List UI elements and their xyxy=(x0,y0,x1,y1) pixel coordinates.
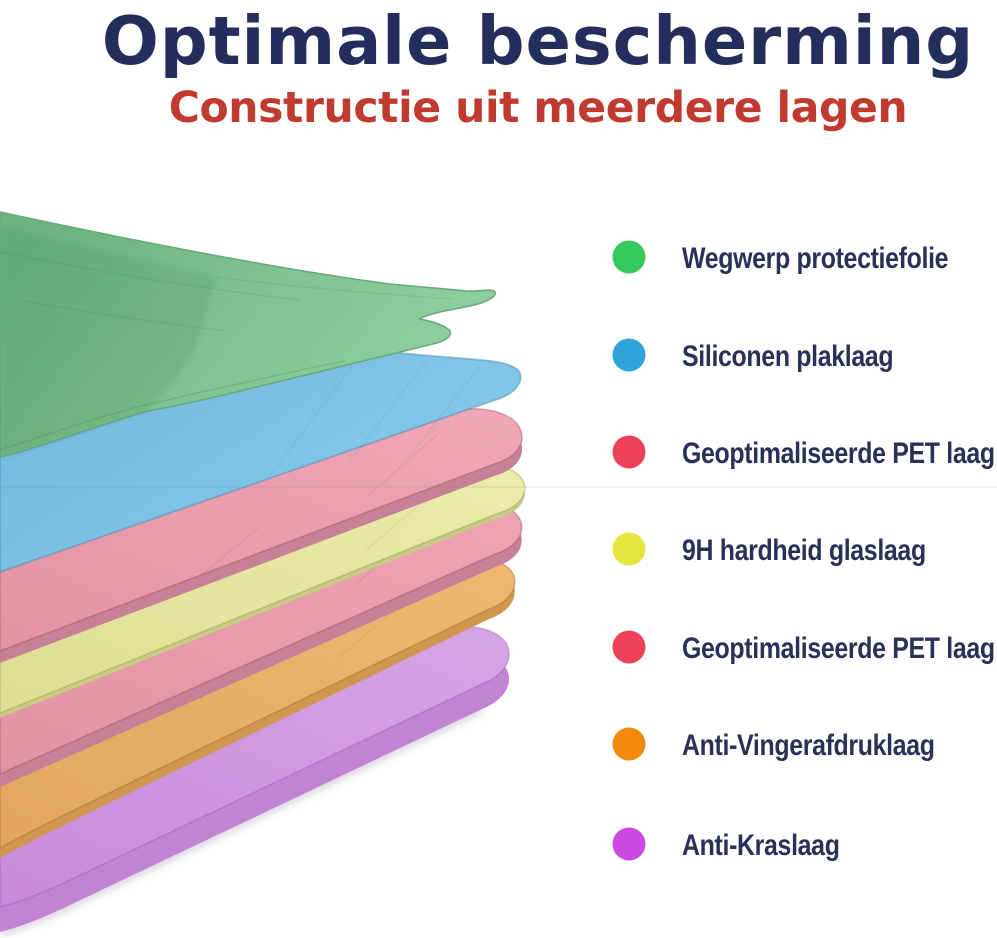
yellow-dot-icon xyxy=(612,532,646,566)
legend-label: Siliconen plaklaag xyxy=(681,340,894,373)
legend-label: Geoptimaliseerde PET laag xyxy=(681,437,995,470)
legend-label: Geoptimaliseerde PET laag xyxy=(681,632,995,665)
legend-item-pet-laag-boven: Geoptimaliseerde PET laag xyxy=(612,435,997,470)
legend-label: Wegwerp protectiefolie xyxy=(681,242,949,275)
red-dot-icon xyxy=(612,435,646,469)
legend-item-glaslaag: 9H hardheid glaslaag xyxy=(612,532,975,567)
page-subtitle: Constructie uit meerdere lagen xyxy=(168,84,908,133)
blue-dot-icon xyxy=(612,338,646,372)
header: Optimale bescherming Constructie uit mee… xyxy=(102,2,974,134)
legend-item-pet-laag-onder: Geoptimaliseerde PET laag xyxy=(612,630,997,665)
orange-dot-icon xyxy=(612,727,646,761)
magenta-dot-icon xyxy=(612,827,646,861)
page-title: Optimale bescherming xyxy=(101,2,975,80)
green-dot-icon xyxy=(612,240,646,274)
legend-item-siliconen-plaklaag: Siliconen plaklaag xyxy=(612,338,936,373)
legend-item-anti-kraslaag: Anti-Kraslaag xyxy=(612,827,871,862)
legend-label: Anti-Kraslaag xyxy=(681,829,840,862)
layer-wegwerp-protectiefolie xyxy=(0,211,497,458)
layer-anti-kraslaag xyxy=(0,625,510,936)
image-seam-line xyxy=(0,486,997,488)
legend-item-wegwerp-protectiefolie: Wegwerp protectiefolie xyxy=(612,240,997,275)
layer-geoptimaliseerde-pet-laag-boven xyxy=(0,408,523,663)
red-dot-icon xyxy=(612,630,646,664)
legend-item-anti-vingerafdruklaag: Anti-Vingerafdruklaag xyxy=(612,727,986,762)
legend-label: 9H hardheid glaslaag xyxy=(681,534,926,567)
legend-label: Anti-Vingerafdruklaag xyxy=(681,729,935,762)
